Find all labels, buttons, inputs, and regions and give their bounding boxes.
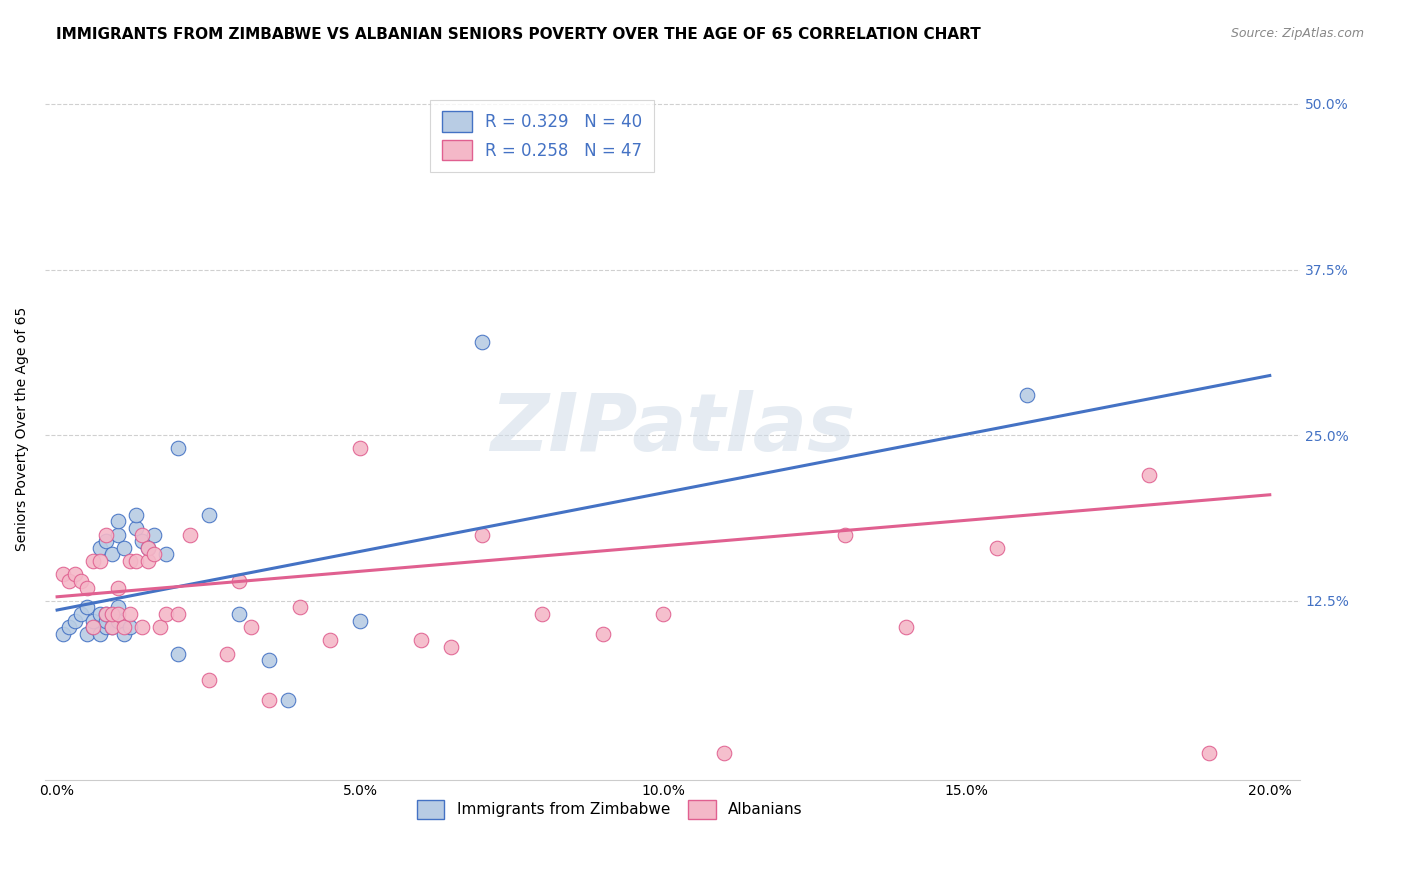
Point — [94, 620, 117, 634]
Point — [70, 574, 93, 588]
Point — [834, 527, 856, 541]
Point — [349, 442, 371, 456]
Point — [118, 620, 141, 634]
Point — [89, 554, 111, 568]
Text: IMMIGRANTS FROM ZIMBABWE VS ALBANIAN SENIORS POVERTY OVER THE AGE OF 65 CORRELAT: IMMIGRANTS FROM ZIMBABWE VS ALBANIAN SEN… — [56, 27, 981, 42]
Point — [112, 627, 135, 641]
Point — [167, 607, 190, 621]
Point — [259, 653, 281, 667]
Point — [52, 567, 75, 582]
Point — [70, 607, 93, 621]
Point — [1017, 388, 1039, 402]
Point — [89, 607, 111, 621]
Point — [94, 614, 117, 628]
Point — [125, 521, 148, 535]
Point — [94, 527, 117, 541]
Point — [94, 607, 117, 621]
Text: Source: ZipAtlas.com: Source: ZipAtlas.com — [1230, 27, 1364, 40]
Point — [107, 600, 129, 615]
Point — [228, 607, 250, 621]
Point — [155, 607, 177, 621]
Point — [531, 607, 554, 621]
Point — [125, 554, 148, 568]
Point — [1137, 467, 1160, 482]
Point — [65, 567, 87, 582]
Point — [149, 620, 172, 634]
Y-axis label: Seniors Poverty Over the Age of 65: Seniors Poverty Over the Age of 65 — [15, 306, 30, 550]
Point — [228, 574, 250, 588]
Point — [349, 614, 371, 628]
Point — [179, 527, 201, 541]
Point — [1198, 746, 1220, 760]
Point — [118, 607, 141, 621]
Point — [136, 541, 159, 555]
Point — [197, 508, 219, 522]
Point — [143, 527, 166, 541]
Point — [89, 627, 111, 641]
Point — [100, 607, 122, 621]
Point — [89, 541, 111, 555]
Point — [197, 673, 219, 688]
Point — [58, 620, 80, 634]
Point — [136, 554, 159, 568]
Point — [470, 527, 492, 541]
Point — [82, 554, 104, 568]
Point — [155, 548, 177, 562]
Point — [259, 693, 281, 707]
Point — [76, 600, 98, 615]
Point — [107, 527, 129, 541]
Point — [215, 647, 238, 661]
Point — [986, 541, 1008, 555]
Point — [240, 620, 263, 634]
Point — [276, 693, 298, 707]
Point — [131, 534, 153, 549]
Point — [100, 607, 122, 621]
Point — [652, 607, 675, 621]
Point — [167, 647, 190, 661]
Point — [94, 534, 117, 549]
Point — [82, 614, 104, 628]
Point — [118, 554, 141, 568]
Point — [143, 548, 166, 562]
Point — [131, 527, 153, 541]
Point — [65, 614, 87, 628]
Point — [592, 627, 614, 641]
Point — [112, 620, 135, 634]
Legend: Immigrants from Zimbabwe, Albanians: Immigrants from Zimbabwe, Albanians — [411, 794, 808, 824]
Point — [440, 640, 463, 654]
Point — [713, 746, 735, 760]
Point — [52, 627, 75, 641]
Point — [319, 633, 342, 648]
Point — [107, 614, 129, 628]
Point — [112, 541, 135, 555]
Point — [94, 607, 117, 621]
Text: ZIPatlas: ZIPatlas — [491, 390, 855, 467]
Point — [107, 581, 129, 595]
Point — [107, 607, 129, 621]
Point — [288, 600, 311, 615]
Point — [131, 620, 153, 634]
Point — [76, 627, 98, 641]
Point — [894, 620, 917, 634]
Point — [470, 335, 492, 350]
Point — [107, 514, 129, 528]
Point — [82, 620, 104, 634]
Point — [76, 581, 98, 595]
Point — [82, 620, 104, 634]
Point — [100, 548, 122, 562]
Point — [136, 541, 159, 555]
Point — [58, 574, 80, 588]
Point — [100, 620, 122, 634]
Point — [167, 442, 190, 456]
Point — [125, 508, 148, 522]
Point — [100, 620, 122, 634]
Point — [409, 633, 432, 648]
